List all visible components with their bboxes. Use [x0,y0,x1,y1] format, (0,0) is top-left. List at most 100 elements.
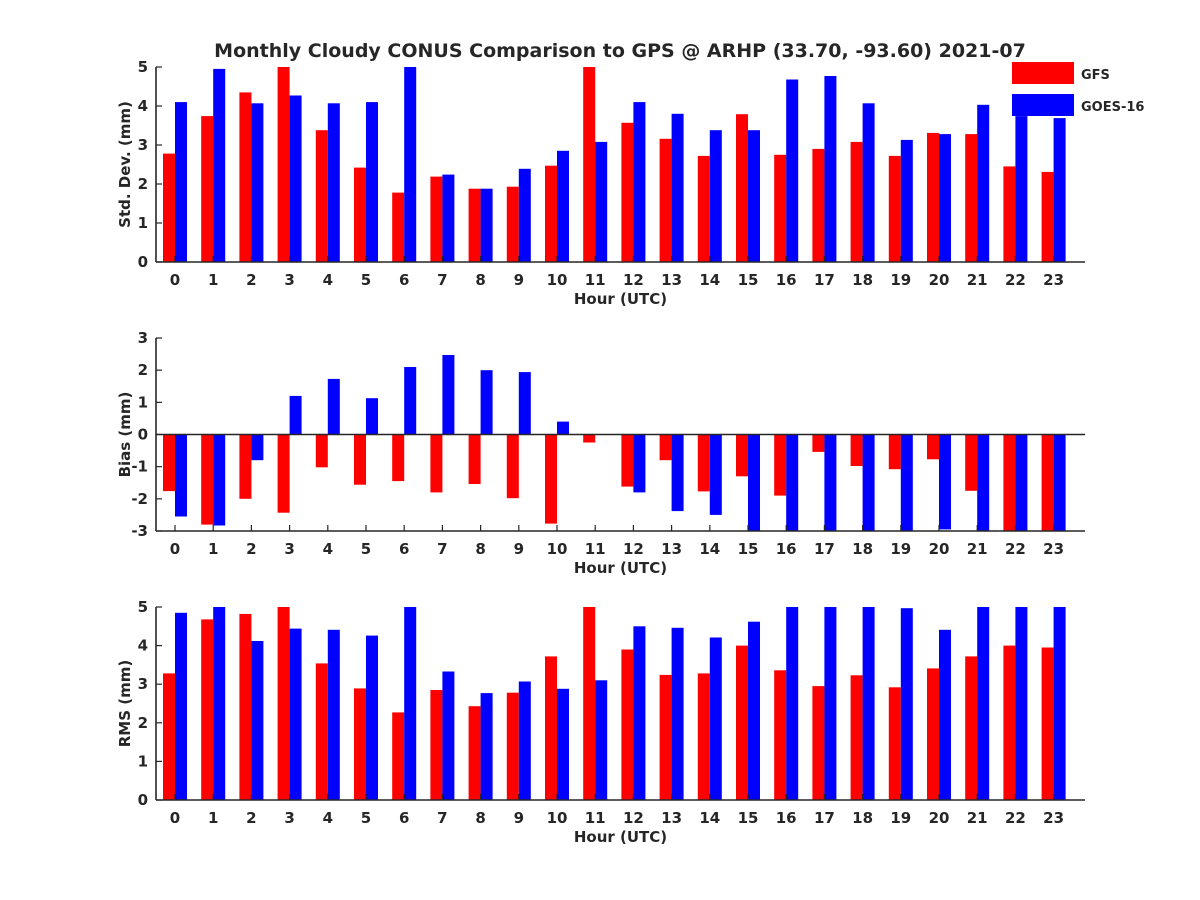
rms-bar-gfs-11 [583,607,596,800]
rms-bar-gfs-10 [545,656,557,800]
bias-bar-goes16-20 [939,434,951,530]
bias-bar-goes16-14 [709,434,722,515]
std-dev-bar-gfs-15 [736,114,748,262]
std-dev-xtick-label: 6 [399,271,409,289]
std-dev-bar-goes16-23 [1053,118,1066,262]
rms-xtick-label: 6 [399,809,409,827]
bias-bar-gfs-10 [545,434,557,524]
rms-xtick-label: 5 [361,809,371,827]
std-dev-ytick-label: 0 [138,253,148,271]
bias-bar-gfs-5 [354,434,366,485]
rms-bar-gfs-8 [468,706,481,800]
std-dev-xtick-label: 1 [208,271,218,289]
rms-xtick-label: 16 [776,809,797,827]
bias-bar-gfs-17 [812,434,825,452]
std-dev-bar-gfs-7 [430,176,443,262]
rms-bar-goes16-6 [404,607,417,800]
bias-bar-gfs-3 [277,434,290,513]
rms-xtick-label: 22 [1005,809,1026,827]
bias-bar-gfs-14 [697,434,710,492]
rms-ylabel: RMS (mm) [116,660,134,747]
rms-xtick-label: 3 [284,809,294,827]
std-dev-xtick-label: 5 [361,271,371,289]
bias-bar-gfs-19 [888,434,901,470]
bias-xtick-label: 18 [852,540,873,558]
rms-xtick-label: 23 [1043,809,1064,827]
rms-bar-gfs-9 [506,692,519,800]
rms-xtick-label: 8 [475,809,485,827]
std-dev-bar-gfs-13 [659,138,672,262]
rms-bar-gfs-16 [774,670,787,800]
legend-label-gfs: GFS [1081,68,1110,83]
legend-swatch-goes16 [1012,94,1074,116]
bias-xtick-label: 21 [967,540,988,558]
std-dev-ytick-label: 5 [138,58,148,76]
rms-xtick-label: 17 [814,809,835,827]
bias-xtick-label: 6 [399,540,409,558]
rms-bar-goes16-14 [709,637,722,800]
rms-bar-goes16-8 [480,693,493,800]
std-dev-bar-gfs-3 [277,67,290,262]
rms-xtick-label: 7 [437,809,447,827]
rms-bar-goes16-17 [824,607,837,800]
bias-bar-gfs-21 [965,434,978,491]
bias-ytick-label: 2 [138,361,148,379]
std-dev-bar-goes16-7 [442,174,455,262]
bias-bar-gfs-1 [201,434,214,525]
rms-xtick-label: 11 [585,809,606,827]
std-dev-xtick-label: 16 [776,271,797,289]
rms-bar-goes16-4 [327,629,340,800]
rms-xtick-label: 4 [323,809,333,827]
bias-xtick-label: 5 [361,540,371,558]
std-dev-ylabel: Std. Dev. (mm) [116,101,134,228]
bias-bar-goes16-2 [251,434,264,461]
bias-bar-goes16-21 [977,434,990,531]
bias-bar-goes16-3 [289,395,302,435]
std-dev-bar-goes16-18 [862,103,875,262]
rms-bar-gfs-12 [621,649,634,800]
rms-bar-gfs-22 [1003,645,1016,800]
bias-bar-goes16-13 [671,434,684,512]
rms-xtick-label: 19 [890,809,911,827]
bias-bar-gfs-4 [315,434,328,468]
bias-bar-gfs-0 [163,434,175,492]
bias-bar-gfs-16 [774,434,787,496]
rms-bar-gfs-14 [697,673,710,800]
std-dev-bar-gfs-2 [239,92,252,263]
bias-bar-goes16-8 [480,370,493,435]
rms-bar-goes16-19 [900,608,913,800]
rms-bar-gfs-18 [850,675,863,800]
rms-bar-gfs-20 [927,668,939,800]
rms-ytick-label: 0 [138,791,148,809]
rms-bar-gfs-4 [315,663,328,800]
legend-swatch-gfs [1012,62,1074,84]
std-dev-xtick-label: 19 [890,271,911,289]
std-dev-bar-goes16-11 [595,141,608,262]
rms-bar-goes16-23 [1053,607,1066,800]
std-dev-bar-gfs-6 [392,192,405,262]
bias-ytick-label: -2 [131,490,148,508]
std-dev-xtick-label: 14 [699,271,720,289]
bias-bar-gfs-15 [736,434,748,477]
bias-bar-gfs-7 [430,434,443,493]
std-dev-bar-gfs-14 [697,155,710,262]
rms-ytick-label: 1 [138,752,148,770]
rms-bar-goes16-16 [786,607,799,800]
std-dev-bar-gfs-8 [468,188,481,262]
std-dev-xtick-label: 2 [246,271,256,289]
std-dev-bar-goes16-16 [786,79,799,262]
rms-bar-gfs-0 [163,673,175,800]
std-dev-bar-gfs-12 [621,122,634,262]
std-dev-bar-gfs-4 [315,130,328,262]
rms-bar-gfs-21 [965,656,978,800]
std-dev-bar-gfs-11 [583,67,596,262]
rms-xtick-label: 10 [547,809,568,827]
rms-bar-goes16-7 [442,671,455,800]
bias-xtick-label: 19 [890,540,911,558]
rms-bar-goes16-1 [213,607,226,800]
rms-ytick-label: 4 [138,637,148,655]
std-dev-bar-goes16-17 [824,76,837,262]
bias-bar-goes16-5 [366,398,378,435]
bias-bar-goes16-16 [786,434,799,531]
std-dev-bar-goes16-19 [900,139,913,262]
